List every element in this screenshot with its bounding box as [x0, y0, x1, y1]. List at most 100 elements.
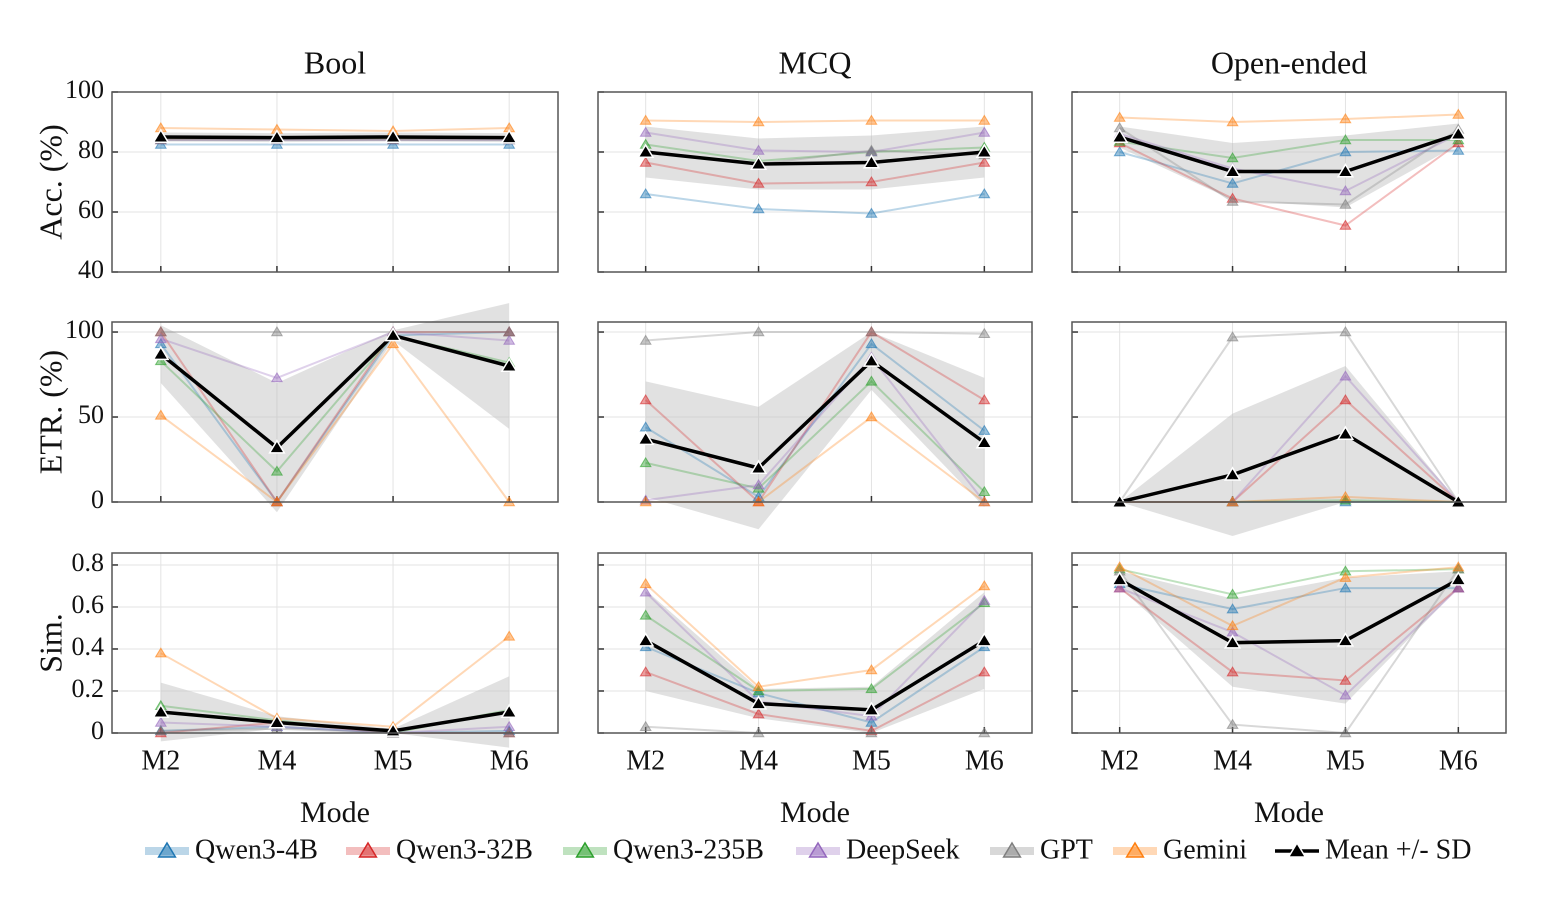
series-line	[645, 331, 985, 342]
series-line	[1119, 566, 1459, 627]
y-axis-label: Sim.	[32, 613, 68, 673]
mean-marker	[749, 695, 768, 710]
x-axis-label: Mode	[1254, 796, 1324, 829]
mean-marker	[1336, 632, 1355, 647]
legend-label: Qwen3-32B	[396, 834, 533, 865]
plot-area	[598, 92, 1032, 272]
mean-marker	[384, 326, 402, 342]
mean-marker	[749, 155, 768, 170]
mean-marker	[1110, 571, 1129, 586]
legend-marker	[157, 841, 177, 858]
mean-marker	[975, 632, 994, 647]
legend-item: Mean +/- SD	[1275, 834, 1471, 865]
series-marker	[1226, 195, 1239, 206]
legend-marker	[808, 841, 828, 858]
series-marker	[639, 577, 652, 589]
plot-frame	[111, 321, 559, 503]
y-tick-label: 0.2	[72, 674, 105, 703]
plot-frame	[111, 552, 559, 734]
plot-area	[112, 553, 558, 733]
y-tick-label: 0.6	[72, 590, 105, 619]
series-marker	[1339, 113, 1352, 124]
series-marker	[752, 708, 765, 719]
series-line	[160, 342, 510, 504]
plot-frame	[1071, 552, 1507, 734]
series-line	[1119, 139, 1459, 160]
series-marker	[270, 465, 284, 476]
series-marker	[752, 116, 765, 127]
mean-marker	[1449, 571, 1468, 586]
series-marker	[154, 326, 167, 337]
plot-area	[1072, 322, 1506, 502]
series-marker	[752, 203, 765, 214]
series-marker	[865, 176, 878, 187]
series-marker	[1339, 565, 1352, 576]
series-marker	[978, 126, 991, 137]
series-marker	[1339, 146, 1352, 157]
series-marker	[752, 144, 765, 155]
mean-marker	[152, 128, 170, 143]
y-tick-label: 0	[91, 716, 104, 745]
y-tick-label: 0.8	[72, 548, 105, 577]
series-line	[645, 143, 985, 163]
series-line	[1118, 331, 1460, 503]
mean-marker	[636, 143, 655, 158]
plot-area	[1072, 92, 1506, 272]
series-marker	[865, 207, 878, 218]
x-tick-label: M2	[626, 745, 665, 776]
series-marker	[865, 682, 878, 694]
series-marker	[865, 411, 878, 422]
series-marker	[978, 580, 991, 591]
series-marker	[1226, 603, 1239, 614]
mean-marker	[1449, 493, 1468, 508]
mean-marker	[1223, 634, 1242, 649]
mean-marker	[975, 143, 994, 158]
plot-frame	[597, 321, 1033, 503]
series-marker	[752, 482, 765, 493]
series-marker	[1339, 582, 1352, 593]
series-marker	[1226, 116, 1239, 127]
sd-band	[1119, 123, 1459, 208]
series-line	[645, 342, 985, 499]
legend-label: Qwen3-4B	[195, 834, 318, 865]
mean-marker	[268, 129, 286, 144]
series-marker	[978, 156, 991, 167]
plot-area	[112, 322, 558, 502]
series-line	[644, 591, 986, 718]
y-axis-label: Acc. (%)	[32, 124, 68, 239]
mean-marker	[152, 345, 170, 361]
mean-line	[645, 358, 986, 470]
mean-marker	[1336, 163, 1355, 178]
legend-marker	[1287, 841, 1307, 858]
series-line	[1119, 113, 1459, 124]
x-axis-label: Mode	[780, 796, 850, 829]
mean-line	[160, 710, 510, 733]
mean-marker	[152, 703, 170, 718]
series-marker	[639, 394, 652, 405]
x-tick-label: M5	[374, 745, 413, 776]
series-line	[645, 601, 985, 692]
mean-marker	[500, 129, 518, 144]
series-line	[644, 330, 985, 504]
series-marker	[752, 479, 765, 490]
series-marker	[1339, 490, 1352, 502]
column-title: MCQ	[779, 44, 852, 80]
series-marker	[865, 337, 878, 349]
sd-band	[160, 303, 510, 513]
mean-marker	[268, 714, 286, 729]
series-line	[1119, 127, 1459, 206]
series-marker	[978, 327, 991, 338]
plot-frame	[111, 91, 559, 273]
series-marker	[503, 326, 516, 337]
mean-marker	[1110, 493, 1129, 508]
plot-area	[598, 322, 1032, 502]
series-line	[160, 127, 510, 133]
series-marker	[752, 680, 765, 692]
legend-item: GPT	[990, 834, 1093, 865]
series-marker	[1339, 394, 1352, 405]
series-marker	[1452, 144, 1465, 155]
series-marker	[639, 188, 652, 199]
series-marker	[978, 594, 991, 605]
series-marker	[639, 666, 652, 677]
mean-line	[644, 639, 986, 712]
